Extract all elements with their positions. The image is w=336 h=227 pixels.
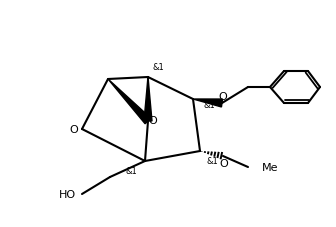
Text: &1: &1 — [152, 63, 164, 72]
Text: &1: &1 — [203, 101, 215, 110]
Text: HO: HO — [59, 189, 76, 199]
Polygon shape — [144, 78, 152, 121]
Text: O: O — [149, 116, 157, 126]
Text: &1: &1 — [125, 167, 137, 176]
Text: O: O — [220, 158, 228, 168]
Text: &1: &1 — [206, 157, 218, 166]
Polygon shape — [193, 100, 222, 108]
Polygon shape — [108, 80, 151, 124]
Text: O: O — [70, 124, 78, 134]
Text: Me: Me — [262, 162, 279, 172]
Text: O: O — [219, 92, 227, 101]
